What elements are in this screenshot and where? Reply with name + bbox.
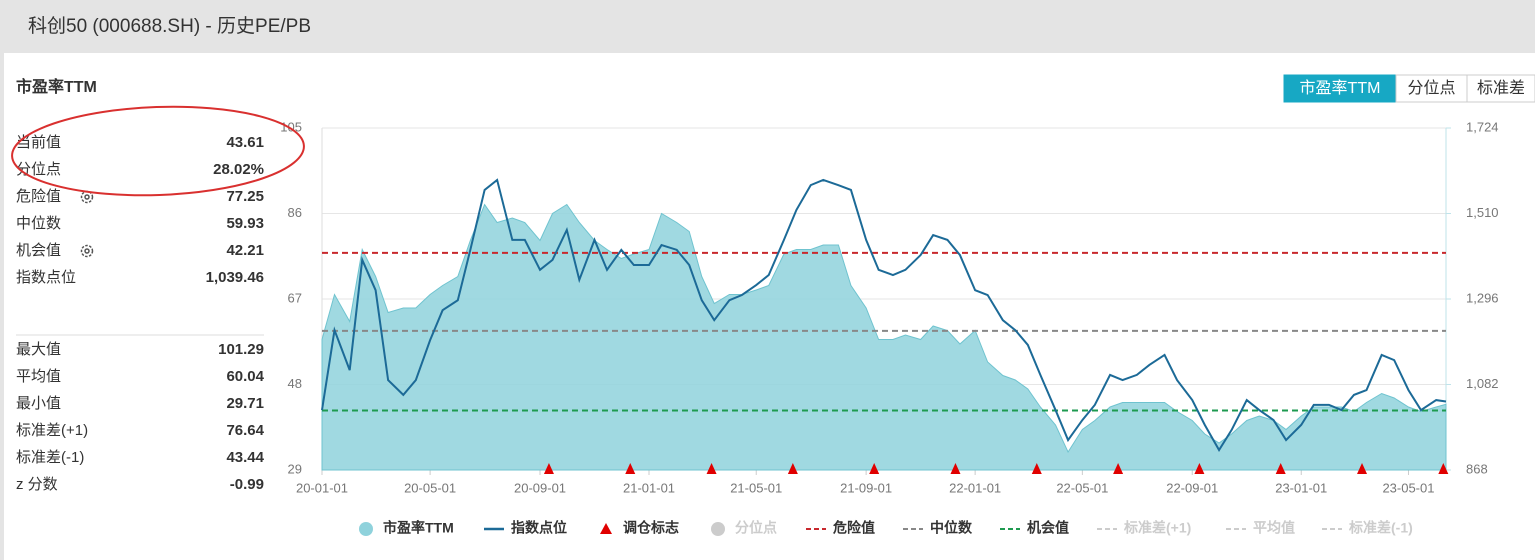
stat-label: 中位数 <box>16 215 61 232</box>
rebalance-marker <box>625 463 636 474</box>
legend-marker[interactable] <box>711 522 725 536</box>
stat-value: 43.44 <box>226 449 264 466</box>
y-tick-label: 48 <box>288 376 302 391</box>
stat-value: 43.61 <box>226 134 264 151</box>
rebalance-marker <box>706 463 717 474</box>
rebalance-marker <box>1275 463 1286 474</box>
tab-label[interactable]: 标准差 <box>1477 79 1525 97</box>
x-tick-label: 22-05-01 <box>1056 480 1108 495</box>
tab-label[interactable]: 市盈率TTM <box>1300 79 1381 97</box>
stat-value: 29.71 <box>226 395 264 412</box>
x-tick-label: 21-05-01 <box>730 480 782 495</box>
y2-tick-label: 1,296 <box>1466 290 1499 305</box>
stat-label: 指数点位 <box>16 269 76 286</box>
stat-label: 当前值 <box>16 134 61 151</box>
rebalance-marker <box>1113 463 1124 474</box>
stat-label: 标准差(+1) <box>16 422 88 439</box>
x-tick-label: 22-01-01 <box>949 480 1001 495</box>
legend-label[interactable]: 标准差(+1) <box>1123 520 1191 536</box>
chart: 29 48 67 86 105 868 1,082 1,296 1,510 1,724 20-01-… <box>280 119 1499 536</box>
stat-value: 77.25 <box>226 188 264 205</box>
index-line <box>321 178 1447 452</box>
rebalance-marker <box>869 463 880 474</box>
legend-label[interactable]: 危险值 <box>832 520 875 536</box>
tab-label[interactable]: 分位点 <box>1407 79 1455 97</box>
rebalance-marker <box>543 463 554 474</box>
stat-value: 59.93 <box>226 215 264 232</box>
x-tick-label: 20-05-01 <box>404 480 456 495</box>
x-tick-label: 21-01-01 <box>623 480 675 495</box>
x-tick-label: 22-09-01 <box>1166 480 1218 495</box>
stat-value: 60.04 <box>226 368 264 385</box>
legend-label[interactable]: 机会值 <box>1027 520 1069 536</box>
stat-value: 76.64 <box>226 422 264 439</box>
stat-value: 1,039.46 <box>206 269 264 286</box>
legend-label[interactable]: 标准差(-1) <box>1348 520 1413 536</box>
stat-label: 最大值 <box>16 341 61 358</box>
y2-tick-label: 868 <box>1466 461 1488 476</box>
legend-label[interactable]: 分位点 <box>735 520 777 536</box>
settings-icon[interactable] <box>80 244 94 258</box>
rebalance-marker <box>1438 463 1449 474</box>
y-tick-label: 105 <box>280 119 302 134</box>
stats-panel: 当前值 43.61 分位点 28.02% 危险值 77.25 中位数 59.93 机会值 42.2… <box>16 134 265 493</box>
stat-value: -0.99 <box>230 476 264 493</box>
y2-tick-label: 1,724 <box>1466 119 1499 134</box>
y2-tick-label: 1,510 <box>1466 205 1499 220</box>
legend-label[interactable]: 平均值 <box>1253 520 1295 536</box>
stat-value: 42.21 <box>226 242 264 259</box>
stat-label: 危险值 <box>16 188 61 205</box>
x-tick-label: 23-05-01 <box>1382 480 1434 495</box>
panel-title: 市盈率TTM <box>16 77 97 96</box>
stat-label: 机会值 <box>16 242 61 259</box>
x-tick-label: 23-01-01 <box>1275 480 1327 495</box>
rebalance-marker <box>950 463 961 474</box>
stat-label: 标准差(-1) <box>16 449 84 466</box>
stat-label: 最小值 <box>16 395 61 412</box>
rebalance-marker <box>1357 463 1368 474</box>
tabs: 市盈率TTM 分位点 标准差 <box>1283 74 1535 103</box>
stat-value: 28.02% <box>213 161 264 178</box>
rebalance-marker <box>1194 463 1205 474</box>
tab[interactable] <box>1466 74 1535 103</box>
y-tick-label: 67 <box>288 290 302 305</box>
page-title: 科创50 (000688.SH) - 历史PE/PB <box>28 15 311 37</box>
highlight-ellipse <box>11 105 305 197</box>
y2-tick-label: 1,082 <box>1466 376 1499 391</box>
stat-label: 平均值 <box>16 368 61 385</box>
legend-label[interactable]: 市盈率TTM <box>383 520 454 536</box>
y-tick-label: 29 <box>288 461 302 476</box>
rebalance-marker <box>1031 463 1042 474</box>
x-tick-label: 20-01-01 <box>296 480 348 495</box>
legend-marker[interactable] <box>600 523 612 534</box>
rebalance-marker <box>787 463 798 474</box>
stat-value: 101.29 <box>218 341 264 358</box>
tab[interactable] <box>1283 74 1397 103</box>
stat-label: z 分数 <box>16 476 58 493</box>
legend-label[interactable]: 中位数 <box>930 520 973 536</box>
legend-label[interactable]: 指数点位 <box>511 520 567 536</box>
stat-label: 分位点 <box>16 161 61 178</box>
legend-marker[interactable] <box>359 522 373 536</box>
y-tick-label: 86 <box>288 205 302 220</box>
legend-label[interactable]: 调仓标志 <box>623 520 679 536</box>
pe-area <box>321 203 1447 471</box>
x-tick-label: 21-09-01 <box>840 480 892 495</box>
x-tick-label: 20-09-01 <box>514 480 566 495</box>
